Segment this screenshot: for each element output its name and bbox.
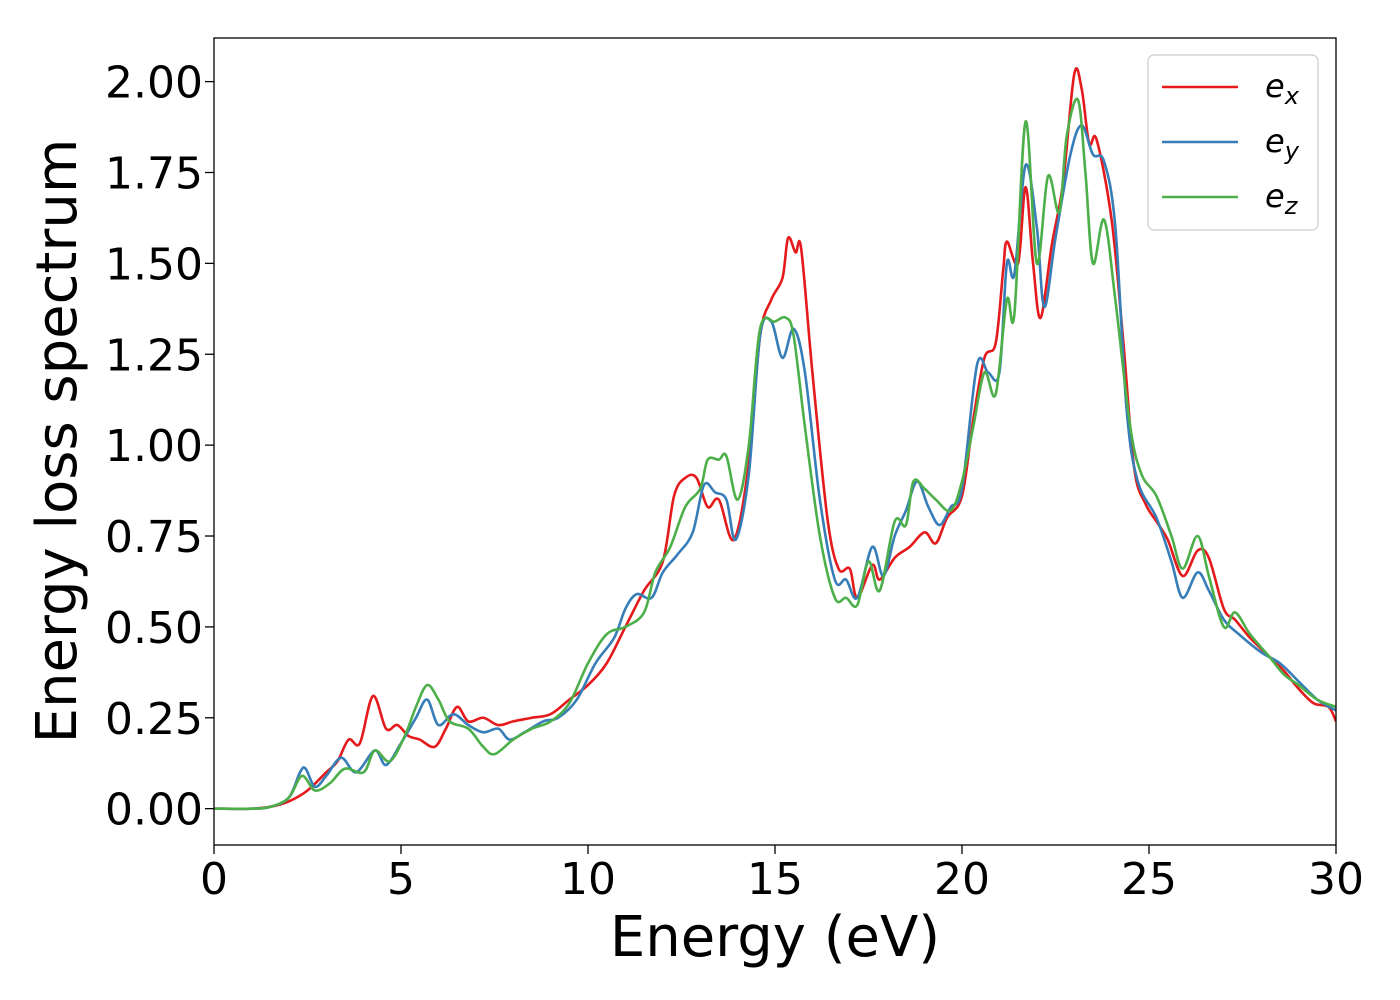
y-axis: 0.00 0.25 0.50 0.75 1.00 1.25 1.50 1.75 2.00 [105, 58, 214, 836]
y-tick-label: 0.75 [105, 512, 203, 563]
x-tick-label: 0 [200, 854, 228, 905]
y-axis-title: Energy loss spectrum [25, 139, 90, 744]
x-tick-label: 15 [747, 854, 803, 905]
y-tick-label: 1.25 [105, 330, 203, 381]
series-layer [214, 67, 1336, 811]
series-line-ey [214, 123, 1336, 811]
x-axis-title: Energy (eV) [610, 905, 940, 970]
y-tick-label: 1.50 [105, 239, 203, 290]
x-axis: 0 5 10 15 20 25 30 [200, 845, 1364, 905]
y-tick-label: 0.25 [105, 694, 203, 745]
x-tick-label: 5 [387, 854, 415, 905]
y-tick-label: 0.00 [105, 785, 203, 836]
y-tick-label: 2.00 [105, 58, 203, 109]
y-tick-label: 1.75 [105, 149, 203, 200]
x-tick-label: 20 [934, 854, 990, 905]
y-tick-label: 0.50 [105, 603, 203, 654]
x-tick-label: 25 [1121, 854, 1177, 905]
x-tick-label: 30 [1308, 854, 1364, 905]
x-tick-label: 10 [560, 854, 616, 905]
series-line-ez [214, 97, 1336, 811]
y-tick-label: 1.00 [105, 421, 203, 472]
